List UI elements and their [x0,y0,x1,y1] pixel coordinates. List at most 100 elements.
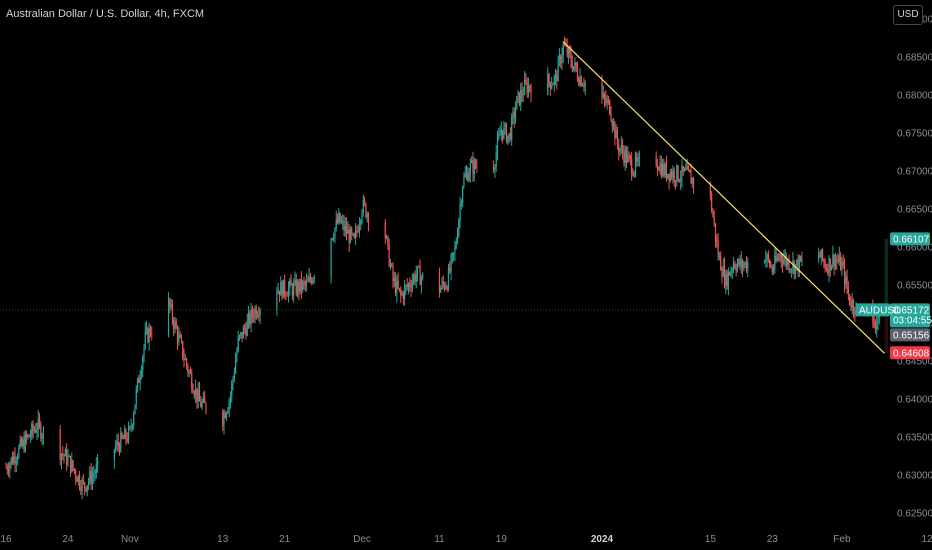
candle-body [493,167,495,170]
candle-body [505,124,508,143]
candle-body [35,429,37,433]
candle-body [659,163,661,171]
loss-zone[interactable] [884,309,888,353]
candle-body [367,213,370,223]
candle-body [507,135,509,143]
candle-body [143,346,145,357]
candle-body [411,281,413,289]
candle-body [173,320,175,329]
candle-body [713,216,715,224]
gray-price-tag: 0.65156 [890,328,930,342]
candle-body [603,94,606,99]
candle-body [614,122,616,139]
candle-body [37,418,39,430]
candle-body [115,446,117,450]
candle-body [149,328,152,335]
candle-body [796,259,798,265]
candle-body [798,256,800,272]
candle-body [602,94,604,98]
candle-body [291,285,293,296]
candle-body [687,166,690,170]
candle-body [460,202,462,205]
candle-body [574,62,576,67]
candle-body [840,255,842,271]
candle-body [127,427,130,441]
candle-body [775,255,777,261]
candle-body [13,455,15,464]
candle-body [578,79,580,85]
candle-body [235,360,237,374]
candle-body [188,371,190,373]
candle-body [674,180,677,182]
time-tick-label: 21 [279,534,291,545]
candle-body [5,467,7,469]
candle-body [148,328,150,342]
candle-body [520,90,522,105]
candle-body [720,255,722,271]
candle-body [259,309,261,316]
candle-body [709,185,711,194]
candle-body [365,203,367,218]
candle-body [22,439,24,446]
candle-body [180,337,183,342]
time-tick-label: Dec [353,534,371,545]
candle-body [494,166,496,170]
currency-button[interactable]: USD [893,5,923,25]
candle-body [302,281,304,290]
candle-body [95,465,97,474]
candle-body [285,293,287,296]
candle-body [770,266,772,268]
profit-zone[interactable] [884,238,888,310]
time-tick-label: 11 [434,534,445,545]
candle-body [527,85,530,94]
candle-body [385,236,388,239]
candle-body [553,76,555,85]
candle-body [605,98,607,104]
candle-body [825,268,828,270]
candle-body [400,289,402,295]
candle-body [851,300,853,308]
candle-body [727,272,729,288]
candle-body [296,282,299,294]
candle-body [11,457,14,464]
candle-body [565,45,567,47]
candle-body [722,265,724,277]
candle-body [201,402,203,408]
candle-body [334,227,336,238]
candle-body [576,69,579,80]
candle-body [250,309,252,325]
candle-body [23,439,25,451]
candle-body [562,43,564,56]
candle-body [846,276,848,289]
price-axis[interactable]: 0.690000.685000.680000.675000.670000.665… [897,15,932,520]
candle-body [19,439,21,447]
candle-body [824,262,826,269]
candle-body [656,165,659,169]
candle-body [195,388,197,396]
candle-body [794,264,797,275]
candle-body [454,247,456,253]
candle-body [24,434,26,451]
candle-body [793,260,795,275]
candle-body [336,219,339,223]
candle-body [130,426,132,428]
candle-body [780,254,782,260]
candle-body [287,287,290,297]
candle-body [606,100,608,104]
candle-body [571,63,573,71]
price-tick-label: 0.63000 [897,471,932,482]
candle-body [308,277,310,282]
candle-body [312,278,314,284]
time-axis[interactable]: 1624Nov1321Dec111920241523Feb1220 [0,534,932,545]
trendline[interactable] [562,41,886,354]
candle-body [468,174,470,181]
candle-body [414,275,416,282]
candle-body [117,441,119,446]
candle-body [729,272,731,276]
candle-body [397,280,399,289]
candle-body [14,455,16,464]
candle-body [342,220,344,222]
candle-body [774,255,776,270]
time-tick-label: 12 [921,534,932,545]
